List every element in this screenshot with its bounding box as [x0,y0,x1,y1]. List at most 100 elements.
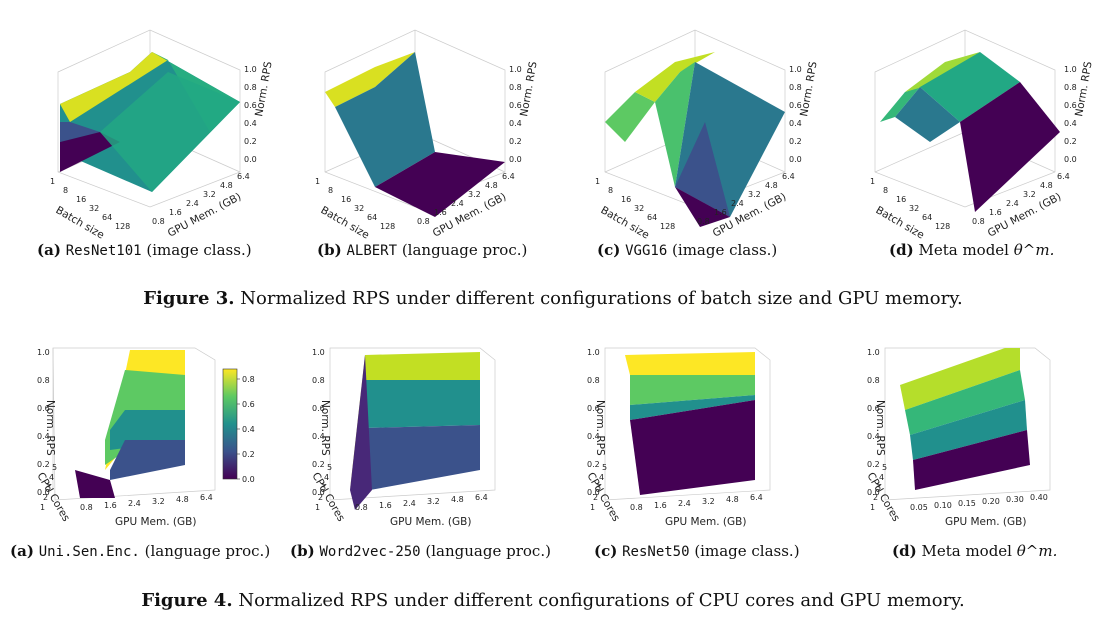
fig3a-tag: (a) [37,241,61,259]
fig4d-y-label: GPU Mem. (GB) [945,516,1026,528]
fig3b-x-tick: 64 [367,213,377,222]
fig4a-y-tick: 2.4 [128,499,141,508]
fig3d-y-tick: 1.6 [989,208,1002,217]
fig3b-y-tick: 2.4 [451,199,464,208]
fig3a-caption: (a) ResNet101 (image class.) [37,241,252,259]
fig4a-caption: (a) Uni.Sen.Enc. (language proc.) [10,542,270,560]
fig4b-y-label: GPU Mem. (GB) [390,516,471,528]
fig3c-tag: (c) [597,241,621,259]
fig3a-y-tick: 3.2 [203,190,216,199]
fig3c-z-tick: 0.2 [789,137,802,146]
fig3a-y-tick: 0.8 [152,217,165,226]
fig4d-x-tick: 1 [870,503,875,512]
fig4d-y-tick: 0.30 [1006,495,1024,504]
fig3d-x-tick: 16 [896,195,906,204]
fig4d-y-tick: 0.15 [958,499,976,508]
fig4b-z-tick: 0.2 [312,460,325,469]
fig4c-y-tick: 4.8 [726,495,739,504]
fig3a-z-tick: 1.0 [244,65,257,74]
fig4d-z-label: Norm. RPS [874,400,886,456]
fig3c-x-tick: 8 [608,186,613,195]
fig3a-x-tick: 128 [115,222,130,231]
fig4c-y-tick: 3.2 [702,497,715,506]
fig3c-surface-plot: 0.0 0.2 0.4 0.6 0.8 1.0 Norm. RPS 1 8 16 32 64 128 Ba… [585,12,825,242]
fig4d-y-tick: 0.10 [934,501,952,510]
fig3c-y-tick: 1.6 [714,208,727,217]
fig3c-x-tick: 64 [647,213,657,222]
fig4c-z-tick: 0.6 [587,404,600,413]
fig4c-x-tick: 1 [590,503,595,512]
fig3c-z-tick: 0.0 [789,155,802,164]
fig3b-y-tick: 6.4 [502,172,515,181]
fig3a-z-tick: 0.0 [244,155,257,164]
fig3b-y-tick: 4.8 [485,181,498,190]
fig4a-z-tick: 0.6 [37,404,50,413]
fig3b-x-tick: 1 [315,177,320,186]
fig3a-y-tick: 6.4 [237,172,250,181]
fig4c-x-tick: 2 [593,493,598,502]
fig4b-desc: (language proc.) [425,542,551,560]
fig4b-z-tick: 1.0 [312,348,325,357]
fig3a-z-tick: 0.8 [244,83,257,92]
fig4b-z-tick: 0.6 [312,404,325,413]
fig3d-y-tick: 2.4 [1006,199,1019,208]
fig4b-y-tick: 3.2 [427,497,440,506]
fig4b-surface-plot: 0.0 0.2 0.4 0.6 0.8 1.0 Norm. RPS 1 2 3 4 5 CPU Core… [309,340,510,540]
fig3d-z-tick: 0.4 [1064,119,1077,128]
fig3d-y-tick: 6.4 [1057,172,1070,181]
fig3b-y-tick: 3.2 [468,190,481,199]
fig4d-surface-plot: 0.0 0.2 0.4 0.6 0.8 1.0 Norm. RPS 1 2 3 4 5 CPU Core… [864,340,1065,540]
fig4d-y-tick: 0.05 [910,503,928,512]
fig3c-y-tick: 4.8 [765,181,778,190]
figure4-caption: Figure 4. Normalized RPS under different… [0,590,1106,611]
fig4c-model: ResNet50 [622,544,690,560]
figure3-text: Normalized RPS under different configura… [240,288,963,309]
fig4a-surface-plot: 0.0 0.2 0.4 0.6 0.8 1.0 Norm. RPS 1 2 3 4 5 CPU Core… [34,340,255,540]
fig3b-model: ALBERT [346,243,398,259]
fig4c-surface-plot: 0.0 0.2 0.4 0.6 0.8 1.0 Norm. RPS 1 2 3 4 5 CPU Core… [584,340,785,540]
fig3d-z-tick: 0.6 [1064,101,1077,110]
fig3d-caption: (d) Meta model θ^m. [889,241,1054,259]
fig4a-desc: (language proc.) [144,542,271,560]
fig4d-z-tick: 0.2 [867,460,880,469]
fig3c-y-tick: 0.8 [697,217,710,226]
fig4b-y-tick: 0.8 [355,503,368,512]
fig4d-caption: (d) Meta model θ^m. [892,542,1057,560]
figure4-label: Figure 4. [141,590,233,611]
fig3d-desc: θ^m. [1013,241,1055,259]
figure3-caption: Figure 3. Normalized RPS under different… [0,288,1106,309]
fig4b-z-label: Norm. RPS [319,400,331,456]
fig4d-model: Meta model [921,542,1012,560]
fig4c-z-tick: 0.0 [587,488,600,497]
fig4b-y-tick: 4.8 [451,495,464,504]
fig3b-desc: (language proc.) [401,241,528,259]
fig4c-desc: (image class.) [694,542,800,560]
fig3b-tag: (b) [317,241,342,259]
fig4a-z-tick: 0.0 [37,488,50,497]
fig3d-x-tick: 32 [909,204,919,213]
colorbar-tick-label: 0.0 [242,475,255,484]
fig3a-z-tick: 0.2 [244,137,257,146]
fig4b-x-tick: 2 [318,493,323,502]
fig3b-x-tick: 8 [328,186,333,195]
fig3d-model: Meta model [918,241,1009,259]
fig3b-z-tick: 0.8 [509,83,522,92]
fig4c-x-tick: 3 [596,483,601,492]
fig4d-z-tick: 0.6 [867,404,880,413]
fig4a-z-tick: 0.4 [37,432,50,441]
fig3a-model: ResNet101 [65,243,142,259]
fig3b-y-tick: 1.6 [434,208,447,217]
fig3b-y-tick: 0.8 [417,217,430,226]
fig4c-caption: (c) ResNet50 (image class.) [594,542,800,560]
fig3d-y-tick: 3.2 [1023,190,1036,199]
fig4a-y-tick: 3.2 [152,497,165,506]
fig4a-tag: (a) [10,542,34,560]
fig3b-z-tick: 0.2 [509,137,522,146]
fig4c-z-label: Norm. RPS [594,400,606,456]
fig3d-x-tick: 64 [922,213,932,222]
fig3a-y-tick: 4.8 [220,181,233,190]
fig3b-caption: (b) ALBERT (language proc.) [317,241,527,259]
fig4c-x-tick: 4 [599,473,604,482]
